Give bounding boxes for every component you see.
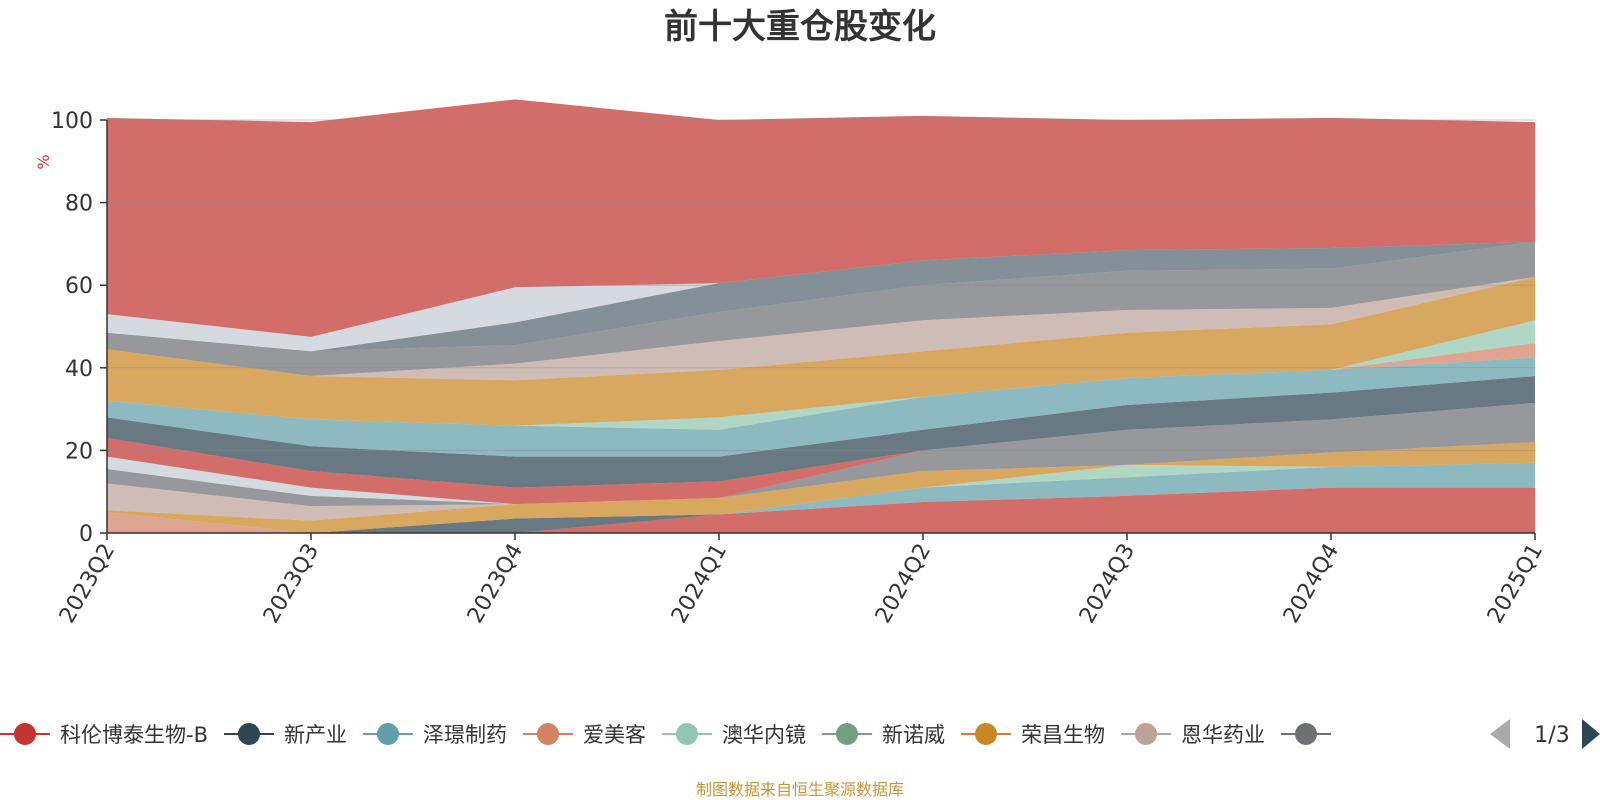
area-series-6: [107, 442, 1535, 533]
x-tick-label: 2023Q4: [463, 540, 528, 628]
legend-marker: [974, 723, 997, 745]
area-series-12: [107, 376, 1535, 488]
legend-marker: [536, 723, 559, 745]
area-series-0: [107, 487, 1535, 533]
legend-label: 澳华内镜: [722, 723, 806, 747]
area-series-20: [107, 241, 1535, 352]
area-series-group: [107, 99, 1535, 533]
legend-item[interactable]: 澳华内镜: [661, 723, 806, 747]
x-tick-label: 2024Q4: [1279, 540, 1344, 628]
legend-marker: [675, 723, 698, 745]
legend-prev-page-icon[interactable]: [1490, 719, 1510, 749]
x-tick-label: 2023Q3: [259, 540, 324, 628]
area-series-7: [107, 442, 1535, 521]
legend-label: 新诺威: [882, 723, 945, 747]
legend-label: 新产业: [284, 723, 347, 747]
legend-label: 爱美客: [583, 723, 646, 747]
x-tick-label: 2024Q2: [871, 540, 936, 628]
area-series-8: [107, 402, 1535, 507]
y-tick-label: 80: [65, 192, 93, 217]
data-source-note: 制图数据来自恒生聚源数据库: [696, 780, 904, 799]
legend-label: 荣昌生物: [1021, 723, 1105, 747]
legend-item[interactable]: 恩华药业: [1120, 723, 1265, 747]
y-tick-label: 20: [65, 439, 93, 464]
legend-item[interactable]: 新产业: [223, 723, 347, 747]
y-axis-unit: %: [34, 154, 53, 169]
legend-marker: [835, 723, 858, 745]
legend-item[interactable]: 荣昌生物: [960, 723, 1105, 747]
legend-marker: [237, 723, 260, 745]
legend-label: 泽璟制药: [423, 723, 507, 747]
legend-item[interactable]: [1280, 723, 1331, 745]
legend: 科伦博泰生物-B 新产业 泽璟制药 爱美客 澳华内镜 新诺威 荣昌生物 恩华药业 1/3: [0, 719, 1600, 749]
legend-item[interactable]: 爱美客: [522, 723, 646, 747]
area-series-13: [107, 357, 1535, 457]
area-series-21: [107, 99, 1535, 337]
legend-label: 恩华药业: [1181, 723, 1265, 747]
legend-marker: [1294, 723, 1317, 745]
x-tick-label: 2023Q2: [55, 540, 120, 628]
legend-page-indicator: 1/3: [1534, 723, 1569, 748]
legend-marker: [376, 723, 399, 745]
legend-marker: [14, 723, 36, 745]
x-tick-label: 2025Q1: [1483, 540, 1548, 628]
legend-item[interactable]: 泽璟制药: [362, 723, 507, 747]
legend-marker: [1134, 723, 1157, 745]
area-series-18: [107, 241, 1535, 377]
area-series-2: [107, 462, 1535, 533]
x-tick-label: 2024Q1: [667, 540, 732, 628]
x-tick-label: 2024Q3: [1075, 540, 1140, 628]
legend-next-page-icon[interactable]: [1582, 719, 1600, 749]
legend-item[interactable]: 科伦博泰生物-B: [0, 723, 208, 747]
grid-lines: [107, 119, 1535, 451]
legend-label: 科伦博泰生物-B: [60, 723, 208, 747]
y-tick-label: 60: [65, 274, 93, 299]
y-tick-label: 40: [65, 357, 93, 382]
area-series-17: [107, 276, 1535, 381]
area-series-16: [107, 276, 1535, 426]
y-tick-label: 0: [79, 522, 93, 547]
area-series-19: [107, 241, 1535, 352]
area-series-15: [107, 320, 1535, 430]
legend-item[interactable]: 新诺威: [821, 723, 945, 747]
y-tick-label: 100: [51, 109, 93, 134]
chart-title: 前十大重仓股变化: [664, 7, 936, 47]
